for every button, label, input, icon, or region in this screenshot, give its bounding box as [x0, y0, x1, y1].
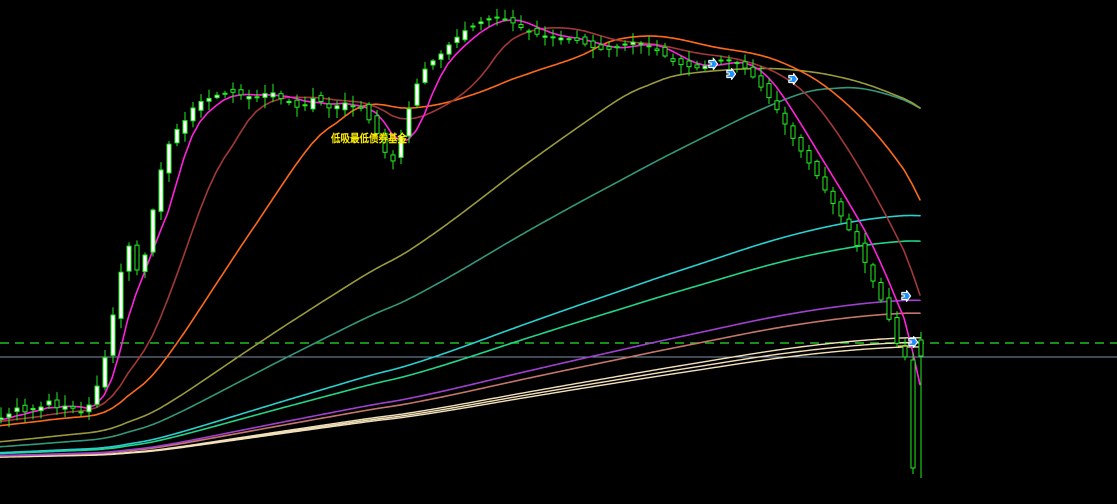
svg-text:低吸最低债券基金: 低吸最低债券基金 [330, 131, 408, 145]
